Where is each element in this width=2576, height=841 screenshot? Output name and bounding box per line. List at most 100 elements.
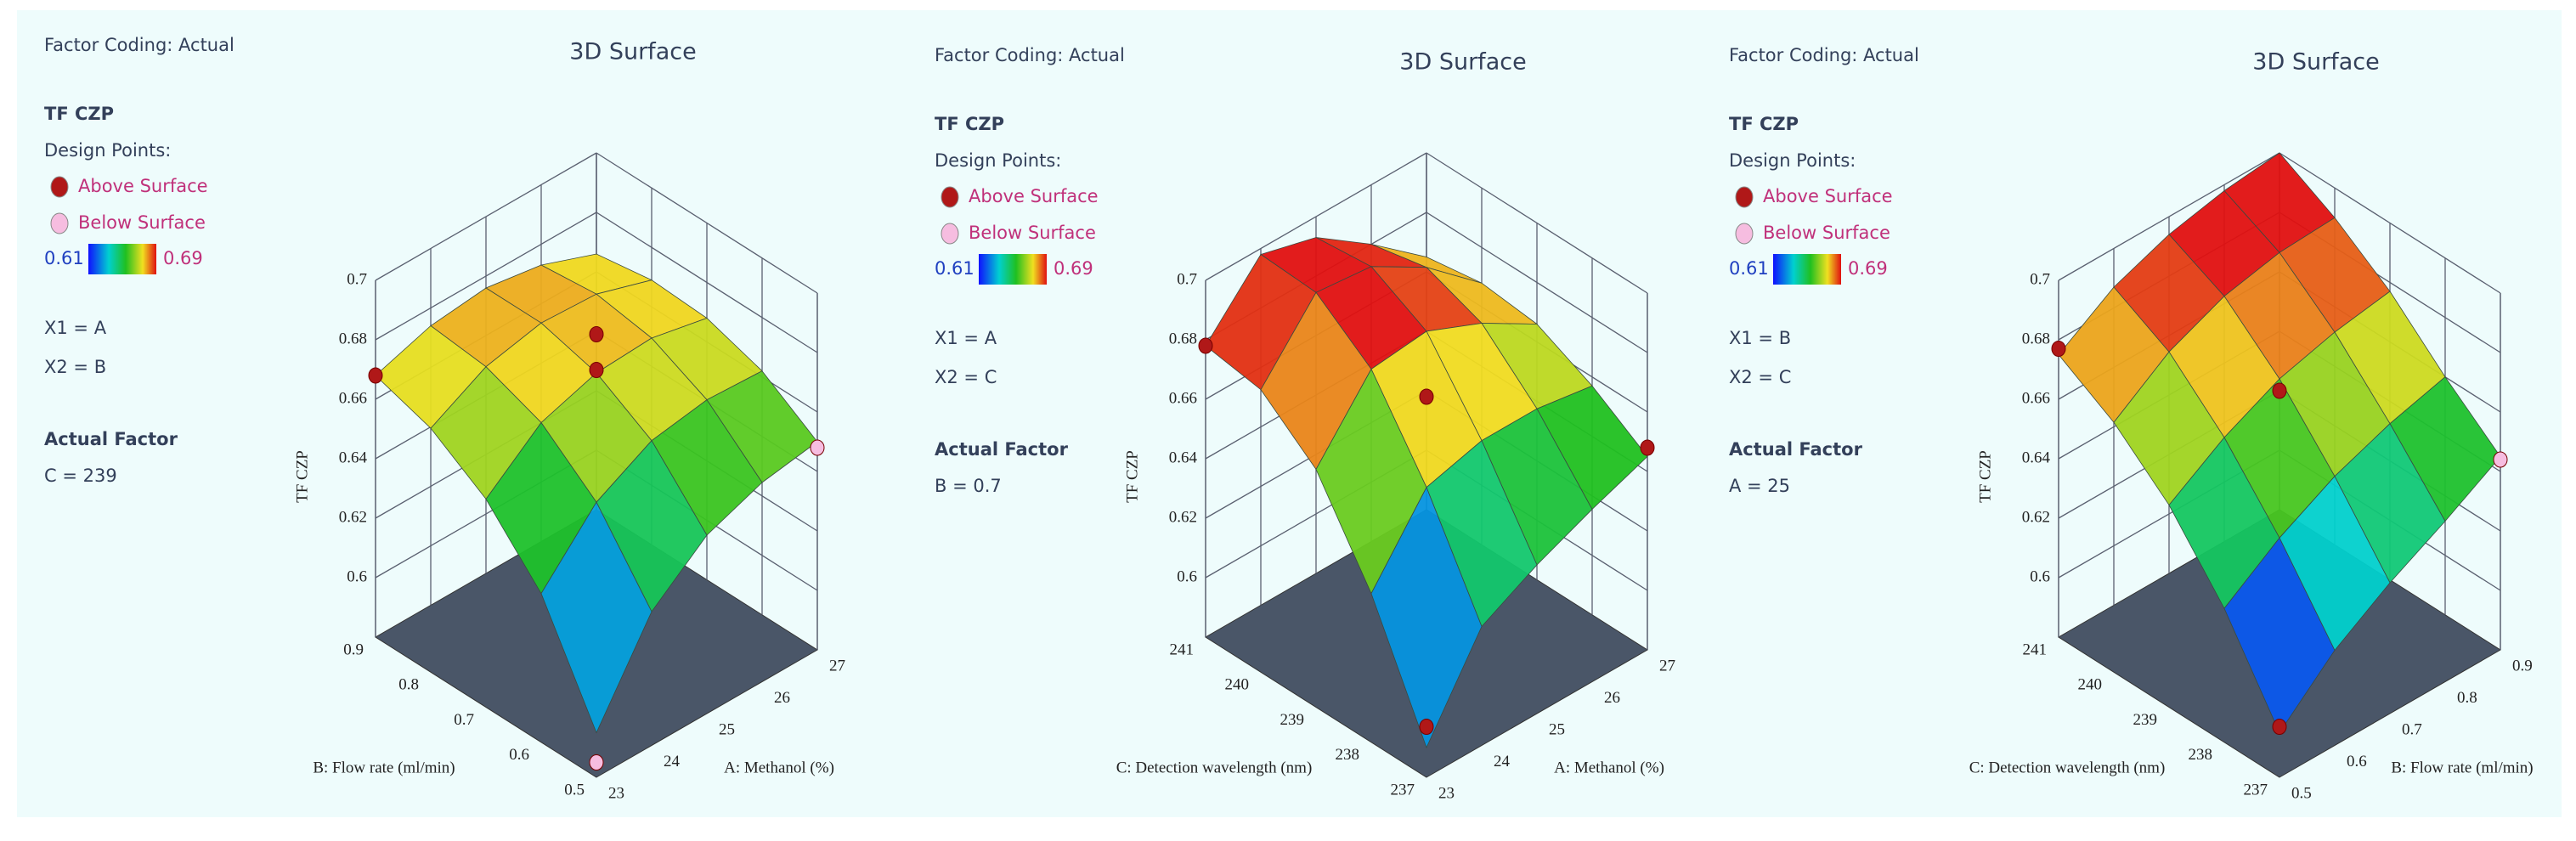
- legend-label: Above Surface: [1763, 186, 1893, 206]
- x1-tick-label: 0.8: [2457, 689, 2477, 707]
- response-name: TF CZP: [1729, 114, 1799, 134]
- design-point: [589, 362, 604, 378]
- colorbar-min: 0.61: [44, 248, 84, 268]
- x1-tick-label: 27: [829, 657, 845, 674]
- legend-label: Below Surface: [1763, 223, 1890, 243]
- z-tick-label: 0.64: [1169, 449, 1198, 466]
- z-axis-label: TF CZP: [1976, 450, 1994, 503]
- legend-marker: [1735, 186, 1754, 208]
- design-points-label: Design Points:: [1729, 150, 1856, 171]
- colorbar-max: 0.69: [163, 248, 203, 268]
- x1-code: X1 = A: [44, 318, 107, 338]
- x2-tick-label: 239: [2133, 711, 2158, 729]
- x2-tick-label: 238: [1336, 746, 1360, 764]
- legend-label: Above Surface: [78, 176, 208, 196]
- legend-marker: [1735, 223, 1754, 245]
- z-tick-label: 0.64: [339, 449, 368, 466]
- z-tick-label: 0.62: [339, 508, 367, 526]
- colorbar-min: 0.61: [1729, 258, 1769, 279]
- x1-tick-label: 23: [1438, 784, 1455, 802]
- factor-coding: Factor Coding: Actual: [1729, 45, 1919, 65]
- x1-tick-label: 26: [774, 689, 790, 707]
- surface-patch: [1370, 486, 1483, 749]
- legend-marker: [50, 212, 69, 234]
- z-tick-label: 0.62: [2022, 508, 2050, 526]
- z-tick-label: 0.66: [339, 389, 367, 407]
- x1-tick-label: 0.7: [2402, 720, 2422, 738]
- legend-marker: [50, 176, 69, 198]
- z-tick-label: 0.7: [347, 270, 367, 288]
- x2-axis-label: C: Detection wavelength (nm): [1116, 759, 1313, 776]
- chart-title: 3D Surface: [569, 39, 696, 65]
- actual-factor-label: Actual Factor: [44, 429, 178, 449]
- design-points-label: Design Points:: [935, 150, 1061, 171]
- legend-label: Below Surface: [78, 212, 206, 233]
- x1-tick-label: 25: [719, 720, 735, 738]
- x1-tick-label: 26: [1604, 689, 1620, 707]
- response-name: TF CZP: [44, 104, 114, 124]
- x2-tick-label: 0.8: [398, 676, 419, 694]
- x2-tick-label: 239: [1280, 711, 1305, 729]
- actual-factor: C = 239: [44, 466, 117, 486]
- x1-tick-label: 23: [608, 784, 624, 802]
- z-tick-label: 0.66: [2022, 389, 2050, 407]
- x1-tick-label: 0.6: [2347, 753, 2367, 770]
- legend-label: Above Surface: [969, 186, 1099, 206]
- design-point: [1640, 439, 1655, 456]
- colorbar: [88, 244, 156, 274]
- legend-marker: [941, 186, 959, 208]
- x2-tick-label: 237: [2244, 781, 2268, 799]
- z-tick-label: 0.64: [2022, 449, 2051, 466]
- z-tick-label: 0.7: [2030, 270, 2050, 288]
- x2-tick-label: 241: [2023, 641, 2048, 658]
- response-name: TF CZP: [935, 114, 1004, 134]
- x2-tick-label: 241: [1170, 641, 1195, 658]
- x2-tick-label: 0.5: [564, 781, 585, 799]
- colorbar-min: 0.61: [935, 258, 974, 279]
- z-tick-label: 0.62: [1169, 508, 1197, 526]
- x2-tick-label: 240: [2078, 676, 2103, 694]
- surface-patch: [540, 501, 652, 734]
- colorbar-max: 0.69: [1848, 258, 1888, 279]
- z-tick-label: 0.6: [1177, 567, 1197, 585]
- design-point: [1198, 337, 1213, 354]
- x2-code: X2 = C: [935, 367, 997, 387]
- colorbar: [979, 254, 1047, 285]
- z-axis-label: TF CZP: [1123, 450, 1141, 503]
- x1-axis-label: A: Methanol (%): [724, 759, 834, 776]
- x2-tick-label: 237: [1391, 781, 1415, 799]
- x1-tick-label: 0.9: [2512, 657, 2533, 674]
- colorbar-max: 0.69: [1054, 258, 1093, 279]
- z-axis-label: TF CZP: [293, 450, 311, 503]
- x2-code: X2 = C: [1729, 367, 1791, 387]
- factor-coding: Factor Coding: Actual: [935, 45, 1125, 65]
- design-points-label: Design Points:: [44, 140, 171, 161]
- x2-tick-label: 0.7: [454, 711, 474, 729]
- design-point: [1419, 719, 1434, 735]
- x2-tick-label: 0.9: [343, 641, 364, 658]
- design-point: [2493, 451, 2508, 468]
- z-tick-label: 0.68: [2022, 330, 2050, 347]
- chart-title: 3D Surface: [1399, 49, 1526, 76]
- x1-tick-label: 24: [664, 753, 681, 770]
- chart-title: 3D Surface: [2252, 49, 2379, 76]
- z-tick-label: 0.68: [339, 330, 367, 347]
- z-tick-label: 0.68: [1169, 330, 1197, 347]
- x1-axis-label: B: Flow rate (ml/min): [2391, 759, 2533, 776]
- design-point: [1419, 388, 1434, 405]
- x2-code: X2 = B: [44, 357, 106, 377]
- x1-tick-label: 25: [1549, 720, 1565, 738]
- legend-label: Below Surface: [969, 223, 1096, 243]
- actual-factor: A = 25: [1729, 476, 1790, 496]
- design-point: [810, 439, 825, 456]
- design-point: [2272, 382, 2287, 399]
- actual-factor-label: Actual Factor: [1729, 439, 1863, 460]
- z-tick-label: 0.6: [2030, 567, 2050, 585]
- design-point: [2272, 719, 2287, 735]
- actual-factor-label: Actual Factor: [935, 439, 1069, 460]
- x2-tick-label: 0.6: [509, 746, 529, 764]
- z-tick-label: 0.7: [1177, 270, 1197, 288]
- colorbar: [1773, 254, 1841, 285]
- design-point: [2051, 341, 2066, 357]
